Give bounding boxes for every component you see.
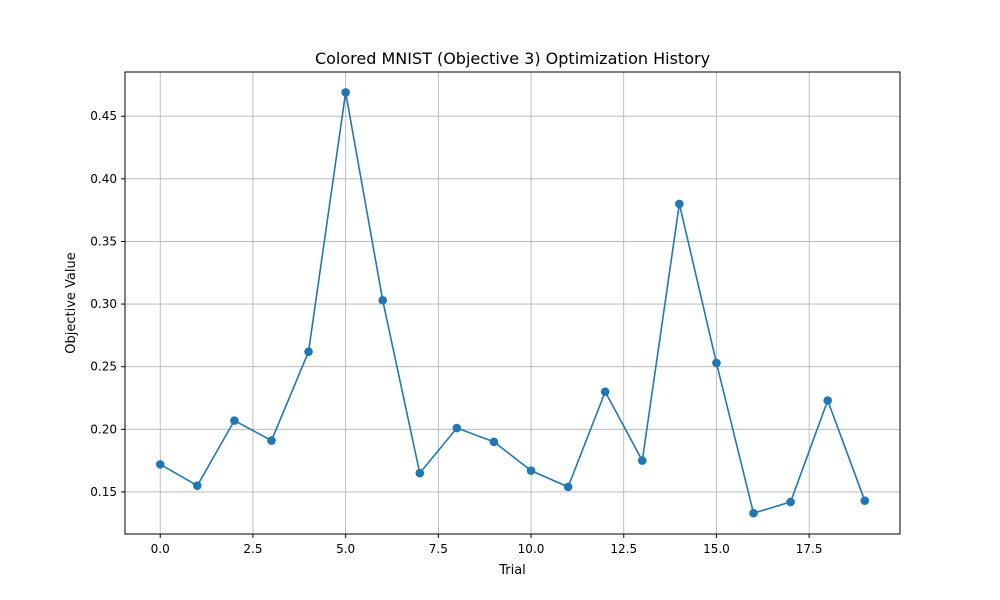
data-point [823, 396, 832, 405]
data-point [193, 481, 202, 490]
data-point [675, 199, 684, 209]
x-tick-label: 0.0 [151, 542, 170, 556]
x-tick-label: 17.5 [796, 542, 823, 556]
x-tick-label: 10.0 [518, 542, 545, 556]
y-tick-label: 0.15 [90, 485, 117, 499]
y-axis-label: Objective Value [64, 252, 79, 353]
y-tick-label: 0.30 [90, 297, 117, 311]
data-point [452, 423, 462, 433]
x-tick-label: 7.5 [429, 542, 448, 556]
series-line [159, 92, 866, 515]
x-tick-label: 15.0 [703, 542, 730, 556]
data-point [230, 416, 239, 425]
y-tick-label: 0.20 [90, 422, 117, 436]
ticks: 0.0 2.5 5.0 7.5 10.0 12.5 15.0 17.5 0.15 0.20 0.25… [90, 109, 822, 556]
data-point [749, 508, 758, 518]
data-point [712, 358, 721, 368]
y-tick-label: 0.45 [90, 109, 117, 123]
data-point [341, 88, 350, 97]
x-tick-label: 2.5 [243, 542, 262, 556]
series-layer [155, 88, 870, 518]
y-tick-label: 0.40 [90, 172, 117, 186]
data-point [378, 296, 388, 305]
data-point [860, 496, 870, 505]
y-tick-label: 0.35 [90, 234, 117, 248]
y-tick-label: 0.25 [90, 360, 117, 374]
data-point [600, 387, 610, 397]
data-point [526, 466, 536, 475]
data-point [563, 482, 573, 492]
plot-area-frame [124, 71, 901, 535]
chart-title: Colored MNIST (Objective 3) Optimization… [315, 49, 710, 68]
data-point [415, 468, 425, 478]
data-point [267, 436, 276, 445]
data-point [489, 437, 499, 447]
x-axis-label: Trial [498, 563, 526, 578]
data-point [304, 347, 313, 356]
x-tick-label: 12.5 [610, 542, 637, 556]
data-point [637, 456, 647, 465]
x-tick-label: 5.0 [336, 542, 355, 556]
data-point [155, 460, 165, 469]
data-point [786, 497, 795, 507]
grid [125, 72, 900, 534]
